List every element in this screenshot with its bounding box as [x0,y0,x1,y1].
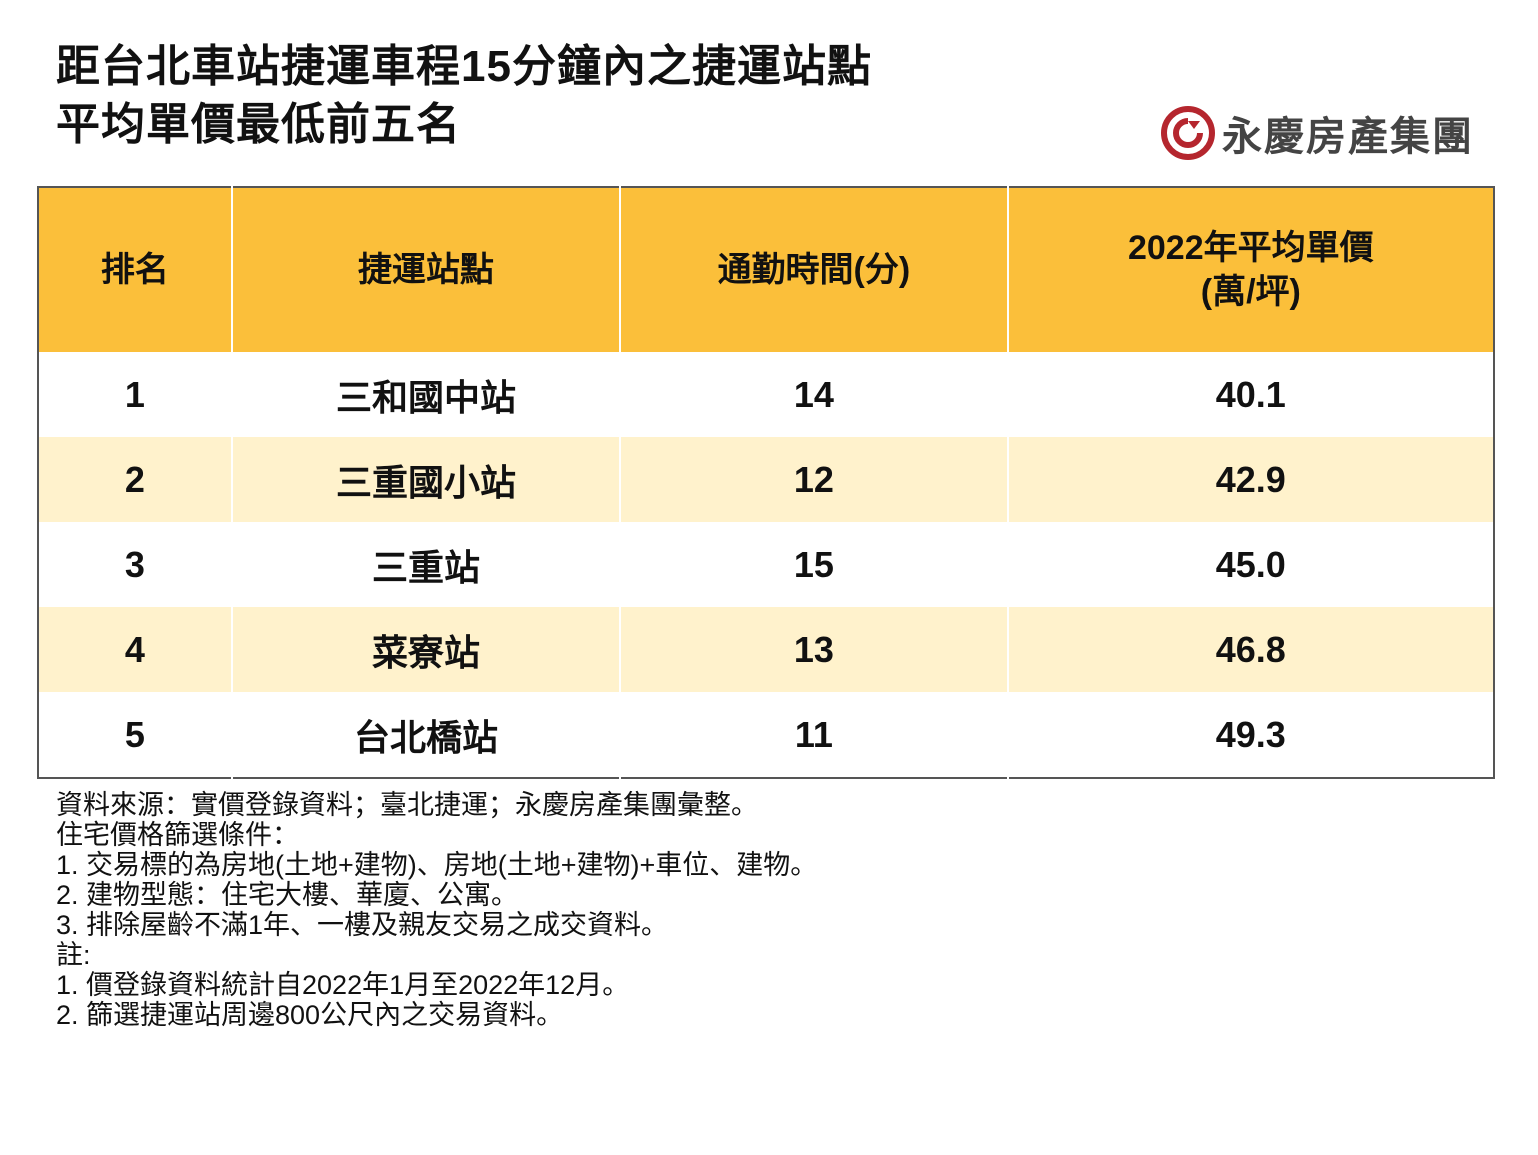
cell-commute: 11 [620,692,1009,778]
header-price: 2022年平均單價 (萬/坪) [1007,187,1494,352]
footnote-line: 3. 排除屋齡不滿1年、一樓及親友交易之成交資料。 [56,910,669,940]
cell-price: 40.1 [1007,352,1494,437]
cell-station: 三和國中站 [231,352,622,437]
table-row: 3 三重站 15 45.0 [38,522,1494,607]
table-row: 4 菜寮站 13 46.8 [38,607,1494,692]
page-title: 距台北車站捷運車程15分鐘內之捷運站點 平均單價最低前五名 [56,38,872,154]
footnote-line: 2. 建物型態：住宅大樓、華廈、公寓。 [56,880,519,910]
footnote-line: 2. 篩選捷運站周邊800公尺內之交易資料。 [56,1000,564,1030]
footnotes: 資料來源：實價登錄資料；臺北捷運；永慶房產集團彙整。 住宅價格篩選條件： 1. 交易… [56,790,817,1030]
title-line-1: 距台北車站捷運車程15分鐘內之捷運站點 [56,42,872,91]
cell-station: 三重國小站 [231,437,622,522]
table-row: 1 三和國中站 14 40.1 [38,352,1494,437]
header-price-line1: 2022年平均單價 [1127,229,1374,267]
cell-commute: 15 [620,522,1009,607]
table-row: 5 台北橋站 11 49.3 [38,692,1494,778]
cell-rank: 2 [38,437,233,522]
footnote-line: 註: [56,940,91,970]
cell-rank: 3 [38,522,233,607]
footnote-line: 資料來源：實價登錄資料；臺北捷運；永慶房產集團彙整。 [56,790,758,820]
table-row: 2 三重國小站 12 42.9 [38,437,1494,522]
title-line-2: 平均單價最低前五名 [56,100,461,149]
table-header-row: 排名 捷運站點 通勤時間(分) 2022年平均單價 (萬/坪) [38,187,1494,352]
footnote-line: 1. 價登錄資料統計自2022年1月至2022年12月。 [56,970,630,1000]
cell-rank: 4 [38,607,233,692]
cell-station: 三重站 [231,522,622,607]
footnote-line: 1. 交易標的為房地(土地+建物)、房地(土地+建物)+車位、建物。 [56,850,818,880]
cell-price: 45.0 [1007,522,1494,607]
cell-price: 46.8 [1007,607,1494,692]
cell-station: 台北橋站 [231,692,622,778]
cell-rank: 5 [38,692,233,778]
cell-price: 42.9 [1007,437,1494,522]
header-station: 捷運站點 [231,187,622,352]
footnote-line: 住宅價格篩選條件： [56,820,299,850]
header-price-unit: (萬/坪) [1200,273,1301,311]
cell-commute: 13 [620,607,1009,692]
ranking-table: 排名 捷運站點 通勤時間(分) 2022年平均單價 (萬/坪) 1 三和國中站 14… [37,186,1495,779]
header-rank: 排名 [38,187,233,352]
logo-text: 永慶房產集團 [1222,115,1474,159]
cell-commute: 14 [620,352,1009,437]
cell-rank: 1 [38,352,233,437]
logo-mark-icon [1161,106,1215,160]
cell-price: 49.3 [1007,692,1494,778]
cell-commute: 12 [620,437,1009,522]
cell-station: 菜寮站 [231,607,622,692]
header-commute: 通勤時間(分) [620,187,1009,352]
brand-logo: 永慶房產集團 [1160,104,1474,162]
